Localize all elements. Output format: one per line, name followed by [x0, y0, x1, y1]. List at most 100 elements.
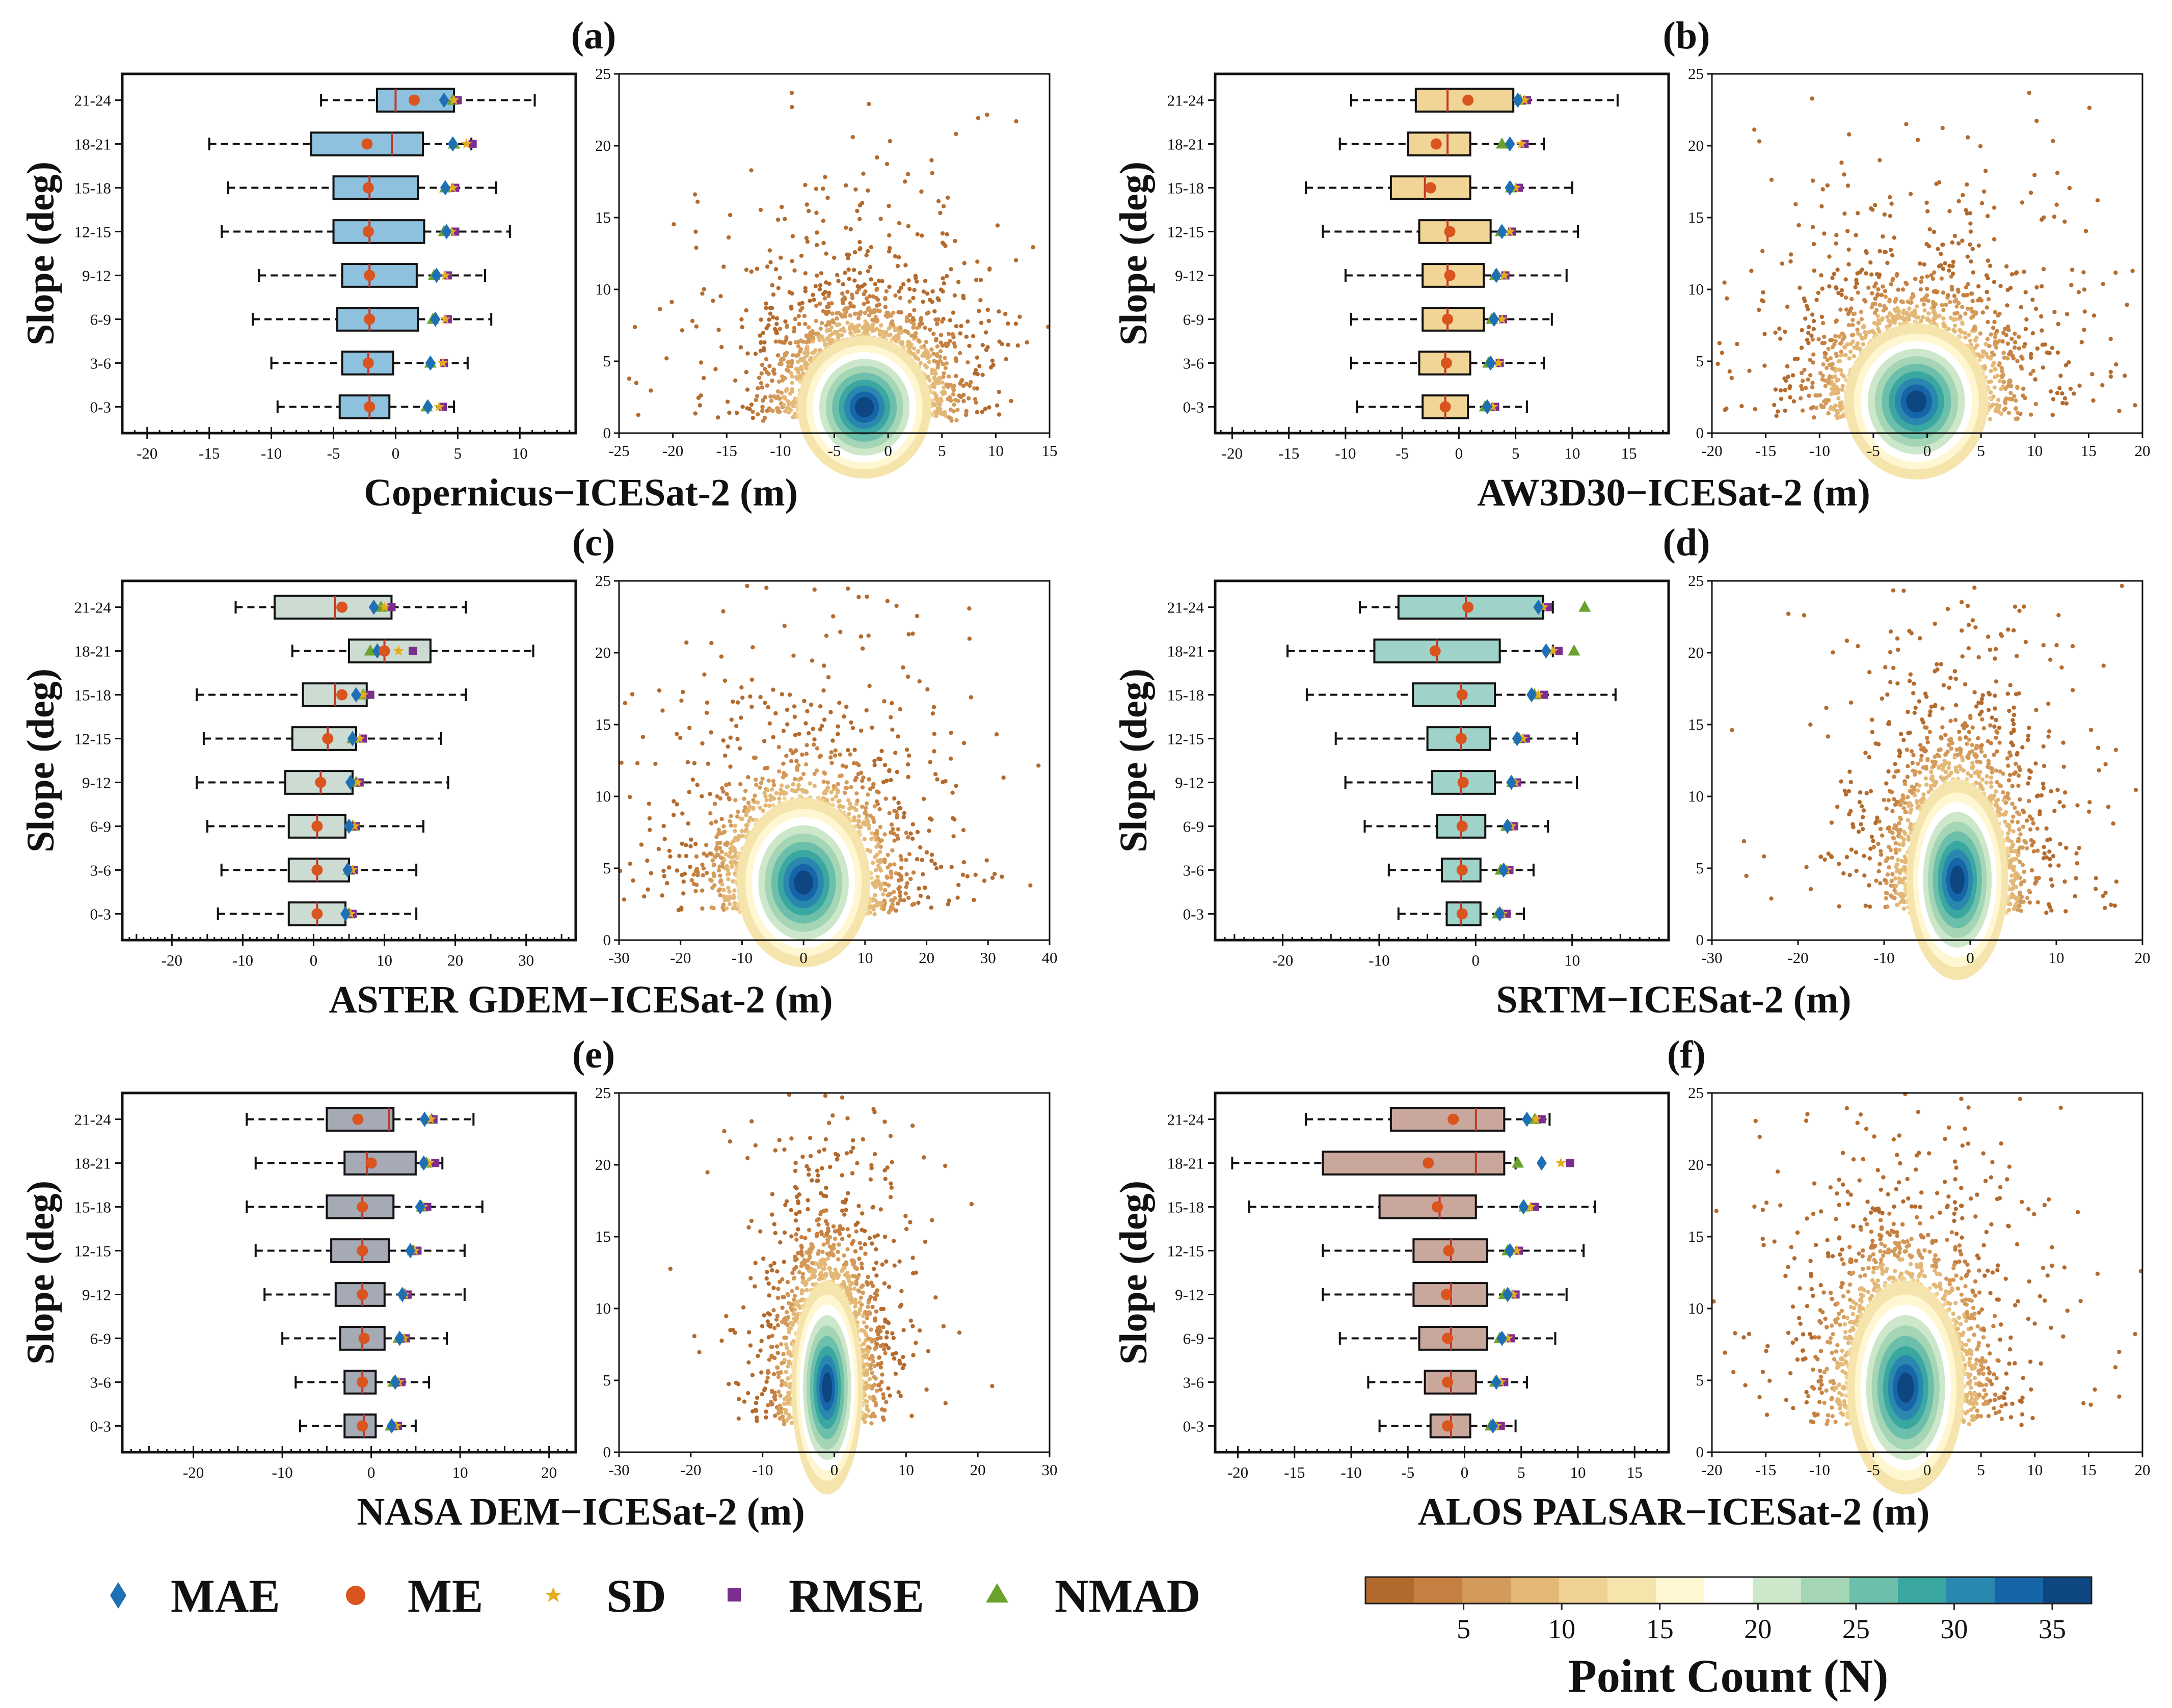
- scatter-point: [888, 139, 893, 144]
- scatter-point: [790, 381, 795, 385]
- me-point: [1425, 182, 1436, 194]
- scatter-point: [1970, 291, 1974, 296]
- scatter-point: [1826, 346, 1831, 351]
- scatter-point: [692, 192, 698, 197]
- scatter-point: [765, 264, 770, 269]
- scatter-point: [898, 325, 903, 330]
- scatter-point: [1839, 368, 1843, 372]
- scatter-point: [693, 229, 698, 234]
- scatter-point: [764, 370, 769, 375]
- scatter-point: [930, 412, 935, 416]
- scatter-point: [1715, 361, 1720, 366]
- scatter-point: [1819, 314, 1825, 319]
- scatter-point: [954, 131, 958, 137]
- scatter-point: [930, 171, 934, 175]
- scatter-point: [789, 306, 794, 311]
- scatter-point: [841, 326, 846, 331]
- scatter-point: [1958, 335, 1963, 339]
- scatter-point: [865, 300, 870, 305]
- scatter-point: [2060, 391, 2064, 396]
- scatter-point: [929, 371, 934, 376]
- scatter-point: [1992, 385, 1997, 390]
- me-point: [1439, 401, 1451, 413]
- scatter-point: [1760, 249, 1765, 253]
- mae-point: [430, 311, 441, 327]
- scatter-point: [888, 246, 892, 251]
- scatter-point: [1836, 396, 1841, 401]
- scatter-point: [901, 282, 906, 286]
- scatter-point: [1992, 280, 1997, 284]
- scatter-point: [775, 389, 781, 394]
- scatter-point: [857, 217, 862, 222]
- scatter-point: [759, 381, 764, 386]
- scatter-point: [1882, 250, 1887, 254]
- scatter-point: [1811, 242, 1816, 247]
- scatter-point: [1968, 338, 1973, 343]
- scatter-y-tick-label: 5: [603, 352, 611, 370]
- scatter-point: [1864, 249, 1868, 254]
- scatter-point: [761, 331, 766, 335]
- box-15-18: [332, 175, 419, 200]
- scatter-point: [1922, 262, 1926, 267]
- scatter-point: [928, 327, 932, 332]
- scatter-point: [897, 255, 901, 260]
- scatter-point: [866, 269, 871, 274]
- scatter-point: [1878, 303, 1882, 308]
- scatter-point: [2040, 328, 2044, 333]
- scatter-y-tick-label: 20: [595, 137, 611, 154]
- sd-point: [440, 313, 451, 324]
- scatter-point: [2009, 336, 2014, 341]
- me-point: [364, 313, 376, 325]
- scatter-x-tick-label: -5: [828, 442, 841, 460]
- scatter-point: [756, 386, 760, 391]
- scatter-point: [1990, 363, 1995, 368]
- scatter-point: [883, 305, 888, 309]
- scatter-point: [887, 233, 892, 238]
- scatter-point: [1851, 317, 1855, 323]
- scatter-point: [760, 409, 765, 413]
- scatter-point: [948, 318, 953, 323]
- scatter-point: [1998, 284, 2003, 288]
- scatter-point: [876, 278, 881, 283]
- scatter-point: [898, 296, 903, 300]
- scatter-point: [921, 289, 926, 294]
- scatter-point: [1808, 373, 1813, 378]
- scatter-point: [824, 251, 828, 256]
- scatter-point: [1786, 375, 1790, 379]
- scatter-point: [792, 326, 797, 331]
- scatter-point: [1762, 363, 1767, 368]
- scatter-point: [802, 314, 807, 318]
- y-tick-label: 21-24: [1167, 92, 1204, 110]
- scatter-point: [1835, 378, 1839, 383]
- scatter-point: [1809, 406, 1814, 411]
- y-tick-label: 6-9: [90, 310, 111, 328]
- scatter-point: [960, 378, 964, 383]
- scatter-point: [760, 385, 764, 390]
- scatter-point: [771, 367, 776, 372]
- scatter-point: [931, 352, 936, 356]
- scatter-point: [821, 186, 825, 191]
- scatter-point: [1823, 384, 1828, 388]
- scatter-point: [1826, 398, 1831, 403]
- scatter-point: [850, 135, 855, 140]
- scatter-point: [718, 294, 723, 299]
- x-tick-label: 10: [1564, 444, 1580, 462]
- scatter-point: [1990, 350, 1995, 355]
- scatter-point: [1802, 367, 1807, 372]
- scatter-point: [1888, 248, 1893, 252]
- scatter-point: [814, 318, 818, 324]
- scatter-point: [2028, 412, 2033, 417]
- scatter-point: [798, 358, 803, 362]
- scatter-point: [1876, 287, 1881, 292]
- scatter-point: [829, 325, 834, 330]
- scatter-x-tick-label: 5: [938, 442, 946, 460]
- scatter-point: [887, 284, 892, 289]
- scatter-point: [1960, 238, 1965, 243]
- scatter-point: [1970, 247, 1975, 251]
- scatter-point: [2012, 394, 2017, 398]
- scatter-point: [844, 183, 848, 188]
- scatter-point: [2067, 185, 2072, 191]
- scatter-point: [823, 175, 827, 179]
- scatter-point: [759, 371, 764, 376]
- scatter-point: [895, 334, 900, 339]
